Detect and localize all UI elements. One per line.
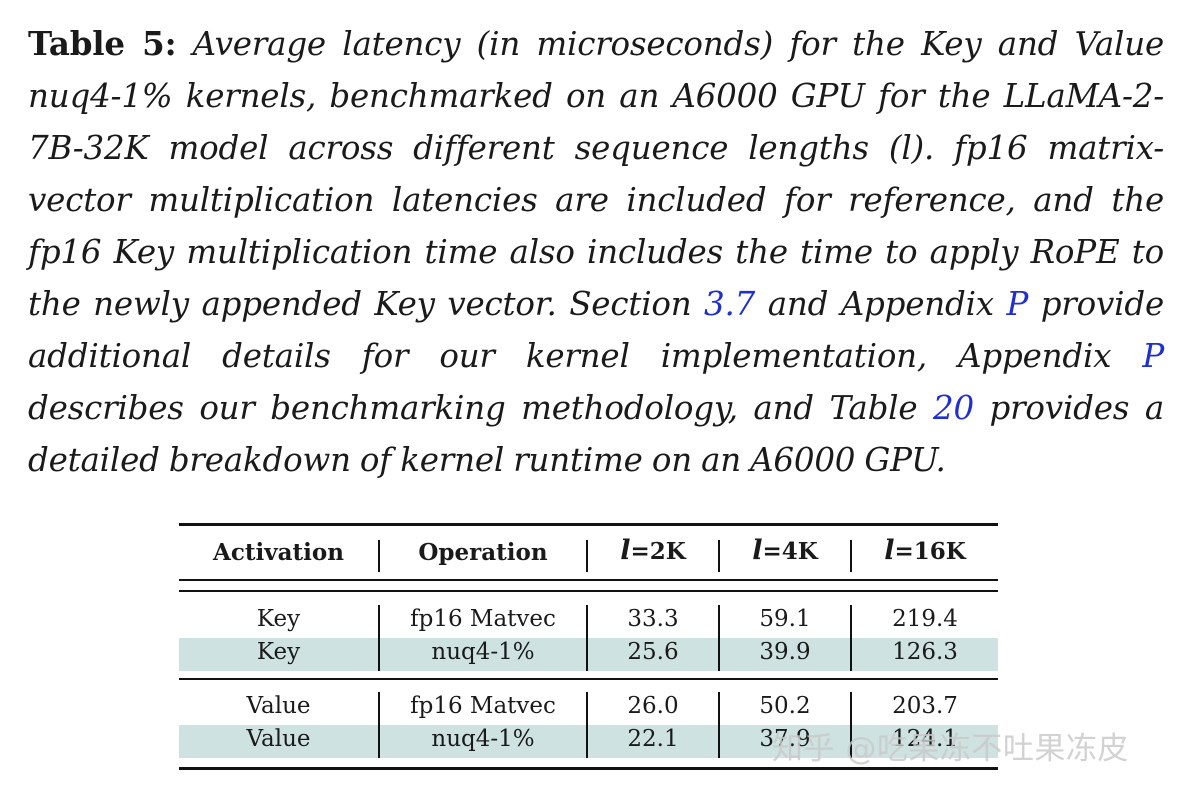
caption-l-symbol: l [901, 129, 912, 167]
caption-text-1: Average latency (in microseconds) for th… [28, 25, 1164, 167]
header-seq-16k: l=16K [852, 535, 998, 566]
vline [718, 692, 720, 758]
vline [378, 692, 380, 758]
vline [586, 692, 588, 758]
table-cell-activation: Key [256, 639, 301, 665]
vline [850, 605, 852, 671]
top-rule [179, 523, 998, 526]
header-seq-value: =16K [894, 538, 966, 565]
vline [378, 540, 380, 572]
caption-text-4: provide additional details for our kerne… [28, 285, 1165, 375]
watermark: 知乎 @吃果冻不吐果冻皮 [772, 731, 1129, 767]
caption-text-2: ). fp16 matrix-vector multiplication lat… [28, 129, 1164, 323]
table-cell-value: 26.0 [627, 693, 679, 719]
vline [378, 605, 380, 671]
header-operation: Operation [418, 539, 548, 566]
table-cell-operation: fp16 Matvec [410, 606, 556, 632]
row-band-key-nuq [179, 638, 998, 671]
ref-section-link[interactable]: 3.7 [704, 285, 756, 323]
table-cell-value: 37.9 [759, 726, 811, 752]
caption-text-6: provides a detailed breakdown of kernel … [28, 389, 1164, 479]
ref-appendix-link-2[interactable]: P [1142, 337, 1164, 375]
table-cell-operation: nuq4-1% [431, 726, 535, 752]
caption-text-5: describes our benchmarking methodology, … [28, 389, 933, 427]
table-cell-activation: Key [256, 606, 301, 632]
l-symbol: l [752, 535, 763, 566]
header-seq-value: =4K [762, 538, 818, 565]
header-seq-2k: l=2K [588, 535, 718, 566]
table-cell-value: 33.3 [627, 606, 679, 632]
table-cell-value: 50.2 [759, 693, 811, 719]
table-caption: Table 5: Average latency (in microsecond… [28, 18, 1164, 486]
table-cell-value: 59.1 [759, 606, 811, 632]
vline [850, 692, 852, 758]
vline [586, 605, 588, 671]
table-cell-value: 39.9 [759, 639, 811, 665]
header-rule-2 [179, 590, 998, 592]
vline [718, 605, 720, 671]
group-rule [179, 678, 998, 680]
header-seq-4k: l=4K [720, 535, 850, 566]
l-symbol: l [884, 535, 895, 566]
vline [586, 540, 588, 572]
vline [850, 540, 852, 572]
bottom-rule [179, 767, 998, 770]
row-band-value-nuq [179, 725, 998, 758]
header-rule-1 [179, 579, 998, 581]
table-cell-value: 126.3 [892, 639, 958, 665]
table-cell-activation: Value [246, 693, 311, 719]
table-cell-value: 22.1 [627, 726, 679, 752]
latency-table: Activation Operation l=2K l=4K l=16K Key… [179, 523, 998, 773]
table-cell-value: 25.6 [627, 639, 679, 665]
caption-text-3: and Appendix [755, 285, 1007, 323]
table-cell-value: 219.4 [892, 606, 958, 632]
table-cell-activation: Value [246, 726, 311, 752]
ref-table-link[interactable]: 20 [932, 389, 974, 427]
header-seq-value: =2K [630, 538, 686, 565]
table-cell-operation: fp16 Matvec [410, 693, 556, 719]
table-cell-value: 203.7 [892, 693, 958, 719]
table-cell-value: 124.1 [892, 726, 958, 752]
table-cell-operation: nuq4-1% [431, 639, 535, 665]
header-activation: Activation [213, 539, 344, 566]
ref-appendix-link-1[interactable]: P [1006, 285, 1029, 323]
vline [718, 540, 720, 572]
caption-label: Table 5: [28, 24, 177, 63]
l-symbol: l [620, 535, 631, 566]
